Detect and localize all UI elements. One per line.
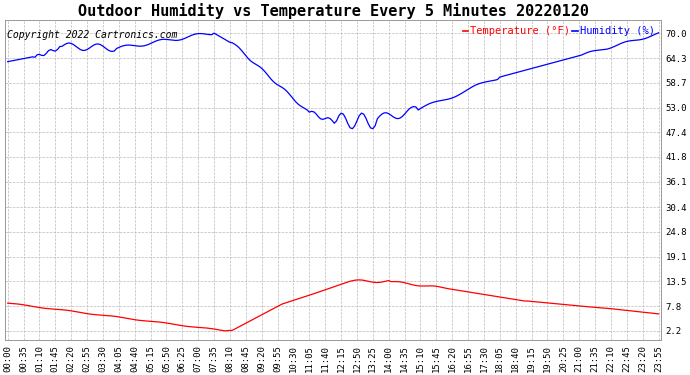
Title: Outdoor Humidity vs Temperature Every 5 Minutes 20220120: Outdoor Humidity vs Temperature Every 5 … <box>78 3 589 19</box>
Text: Copyright 2022 Cartronics.com: Copyright 2022 Cartronics.com <box>7 30 177 39</box>
Legend: Temperature (°F), Humidity (%): Temperature (°F), Humidity (%) <box>462 25 656 37</box>
